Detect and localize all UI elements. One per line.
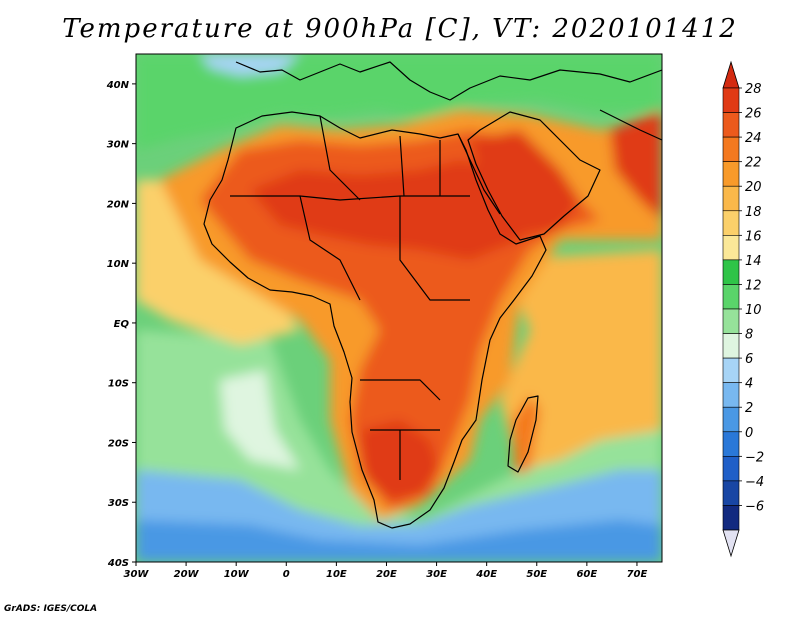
colorbar-label: 26	[745, 107, 762, 122]
colorbar-swatch	[722, 136, 740, 162]
red-sea-border	[457, 133, 501, 215]
lat-tick-label: 10N	[107, 259, 130, 270]
field-north-cool	[136, 54, 662, 150]
colorbar-label: 14	[745, 254, 762, 269]
colorbar-swatch	[722, 456, 740, 482]
lon-tick-label: 20E	[376, 569, 397, 580]
colorbar-swatch	[722, 357, 740, 383]
colorbar-label: 16	[745, 229, 762, 244]
colorbar-label: 22	[745, 156, 762, 171]
colorbar-swatch	[722, 333, 740, 359]
colorbar-label: 8	[745, 328, 753, 343]
colorbar-label: 2	[745, 401, 753, 416]
colorbar-label: 18	[745, 205, 762, 220]
lon-tick-label: 30W	[124, 569, 150, 580]
lat-tick-label: 30N	[107, 140, 130, 151]
colorbar-label: −6	[745, 499, 764, 514]
temperature-field	[136, 54, 662, 562]
coastlines	[203, 61, 662, 529]
colorbar-swatch	[722, 382, 740, 408]
lat-tick-label: 20N	[107, 199, 130, 210]
lon-tick-label: 10E	[326, 569, 347, 580]
colorbar-top-arrow	[722, 60, 740, 89]
mediterranean-north-coast	[235, 61, 662, 101]
colorbar-swatch	[722, 235, 740, 261]
colorbar-swatch	[722, 308, 740, 334]
lon-tick-label: 40E	[475, 569, 497, 580]
india-coastline	[599, 109, 662, 141]
colorbar-label: 0	[745, 426, 753, 441]
border-north	[319, 115, 441, 201]
africa-coastline	[203, 111, 547, 529]
colorbar-swatch	[722, 431, 740, 457]
axis-ticks: 30W 20W 10W 0 10E 20E 30E 40E 50E 60E 70E 40N 30N 20N…	[106, 80, 648, 580]
arabia-coastline	[467, 111, 601, 241]
lon-tick-label: 0	[283, 569, 290, 580]
lat-tick-label: 40N	[106, 80, 130, 91]
colorbar-swatch	[722, 185, 740, 212]
lon-tick-label: 70E	[627, 569, 648, 580]
field-south-ocean-deep	[136, 520, 662, 562]
colorbar-swatch	[722, 406, 740, 433]
field-indian-warm	[500, 250, 662, 470]
lon-tick-label: 50E	[526, 569, 547, 580]
lat-tick-label: 10S	[108, 379, 129, 390]
lon-tick-label: 20W	[174, 569, 200, 580]
lat-tick-label: 40S	[107, 558, 129, 569]
colorbar-label: 28	[745, 82, 762, 97]
field-sahara-core	[250, 160, 540, 260]
map-title: Temperature at 900hPa [C], VT: 202010141…	[62, 14, 738, 44]
grads-credit: GrADS: IGES/COLA	[4, 604, 98, 614]
madagascar-coastline	[507, 395, 539, 473]
colorbar-swatch	[722, 161, 740, 187]
colorbar-label: 12	[745, 278, 762, 293]
colorbar-label: 24	[745, 131, 762, 146]
colorbar-swatch	[722, 505, 740, 531]
field-atlantic-cool	[220, 370, 300, 470]
lon-tick-label: 60E	[576, 569, 597, 580]
colorbar-label: 4	[745, 377, 753, 392]
field-india-core	[610, 110, 662, 220]
lon-tick-label: 10W	[224, 569, 250, 580]
colorbar-swatch	[722, 480, 740, 506]
colorbar-label: −2	[745, 450, 764, 465]
lat-tick-label: 30S	[108, 498, 129, 509]
border-sahel	[230, 195, 470, 201]
lat-tick-label: 20S	[108, 438, 129, 449]
lat-tick-label: EQ	[114, 319, 130, 330]
colorbar-swatch	[722, 210, 740, 236]
plot-frame	[135, 53, 663, 563]
colorbar-label: 10	[745, 303, 762, 318]
colorbar-swatch	[722, 112, 740, 138]
colorbar-label: 20	[745, 180, 762, 195]
colorbar-bottom-arrow	[722, 529, 740, 558]
colorbar-label: −4	[745, 475, 764, 490]
border-central	[299, 195, 470, 301]
colorbar-label: 6	[745, 352, 753, 367]
colorbar-swatch	[722, 87, 740, 113]
colorbar-swatch	[722, 284, 740, 310]
lon-tick-label: 30E	[426, 569, 447, 580]
colorbar-swatch	[722, 259, 740, 285]
border-south	[360, 379, 441, 480]
